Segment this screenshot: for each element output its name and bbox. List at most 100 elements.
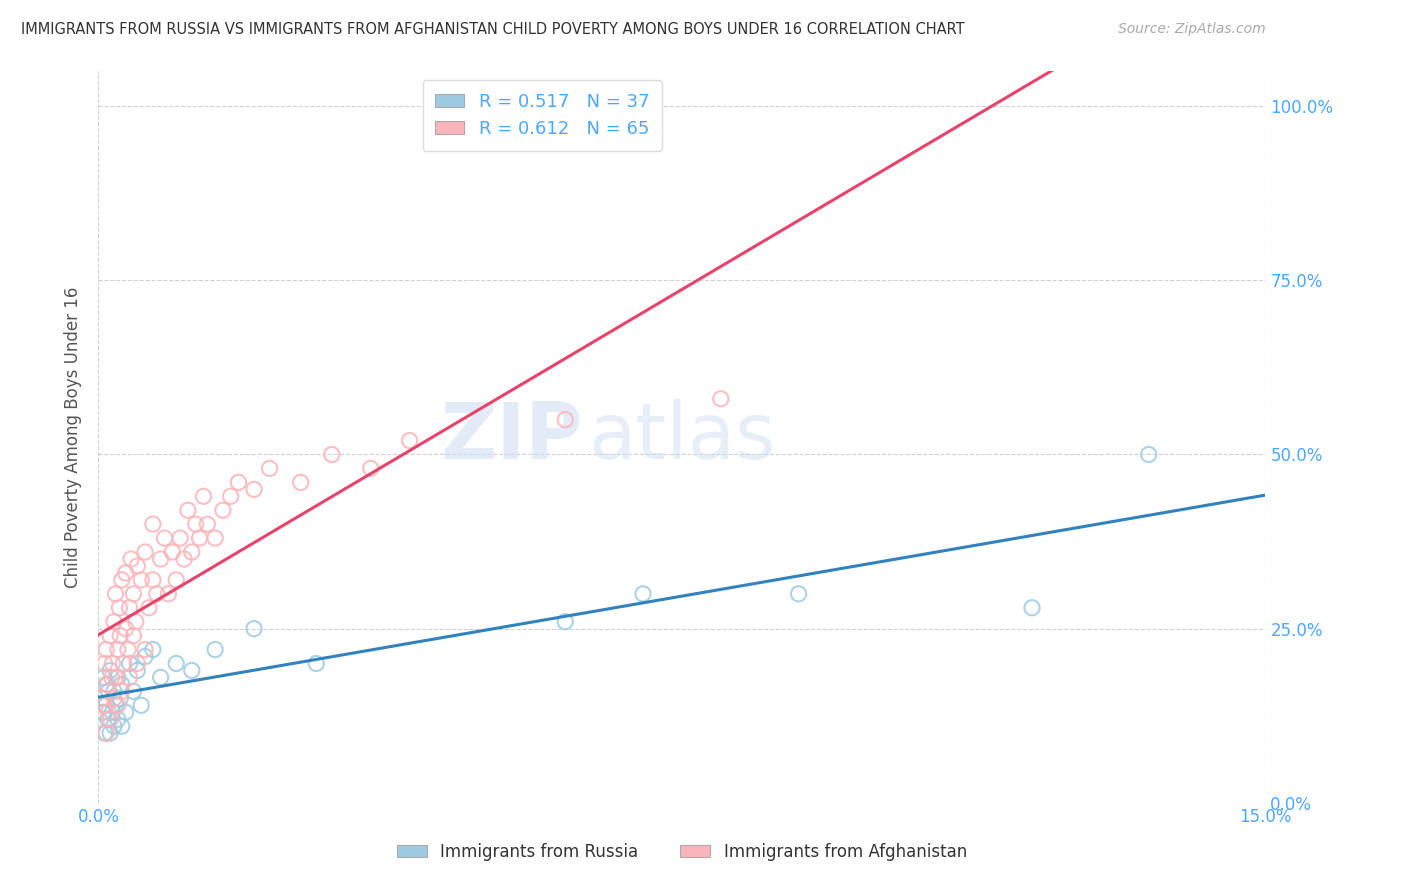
Point — [125, 615, 148, 629]
Point — [108, 600, 131, 615]
Point — [103, 691, 125, 706]
Point — [129, 698, 152, 713]
Point — [554, 412, 576, 426]
Point — [101, 705, 124, 719]
Point — [243, 622, 266, 636]
Point — [114, 622, 136, 636]
Point — [122, 629, 145, 643]
Point — [111, 573, 134, 587]
Point — [118, 600, 141, 615]
Point — [134, 545, 156, 559]
Point — [142, 517, 165, 532]
Point — [98, 664, 121, 678]
Point — [93, 670, 115, 684]
Point — [100, 670, 122, 684]
Point — [165, 573, 187, 587]
Point — [122, 684, 145, 698]
Point — [398, 434, 420, 448]
Point — [117, 642, 139, 657]
Point — [111, 684, 134, 698]
Point — [134, 642, 156, 657]
Point — [103, 719, 125, 733]
Point — [134, 649, 156, 664]
Point — [93, 698, 115, 713]
Point — [631, 587, 654, 601]
Point — [305, 657, 328, 671]
Legend: Immigrants from Russia, Immigrants from Afghanistan: Immigrants from Russia, Immigrants from … — [391, 837, 973, 868]
Point — [101, 657, 124, 671]
Point — [204, 531, 226, 545]
Point — [107, 670, 129, 684]
Text: Source: ZipAtlas.com: Source: ZipAtlas.com — [1118, 22, 1265, 37]
Point — [91, 705, 114, 719]
Text: atlas: atlas — [589, 399, 776, 475]
Point — [177, 503, 200, 517]
Point — [162, 545, 184, 559]
Point — [129, 573, 152, 587]
Point — [212, 503, 235, 517]
Point — [107, 698, 129, 713]
Point — [138, 600, 160, 615]
Point — [98, 726, 121, 740]
Point — [180, 664, 202, 678]
Point — [554, 615, 576, 629]
Point — [204, 642, 226, 657]
Point — [103, 615, 125, 629]
Point — [97, 677, 120, 691]
Point — [97, 684, 120, 698]
Point — [91, 691, 114, 706]
Point — [96, 726, 118, 740]
Point — [97, 705, 120, 719]
Point — [111, 677, 134, 691]
Point — [142, 573, 165, 587]
Y-axis label: Child Poverty Among Boys Under 16: Child Poverty Among Boys Under 16 — [65, 286, 83, 588]
Point — [104, 587, 127, 601]
Point — [146, 587, 169, 601]
Point — [157, 587, 180, 601]
Point — [93, 726, 115, 740]
Point — [184, 517, 207, 532]
Point — [114, 705, 136, 719]
Point — [180, 545, 202, 559]
Point — [120, 552, 142, 566]
Point — [153, 531, 176, 545]
Point — [107, 712, 129, 726]
Point — [98, 712, 121, 726]
Point — [108, 691, 131, 706]
Point — [290, 475, 312, 490]
Point — [118, 670, 141, 684]
Point — [787, 587, 810, 601]
Point — [149, 552, 172, 566]
Point — [193, 489, 215, 503]
Point — [93, 657, 115, 671]
Point — [321, 448, 343, 462]
Point — [228, 475, 250, 490]
Point — [98, 629, 121, 643]
Point — [243, 483, 266, 497]
Point — [173, 552, 195, 566]
Point — [195, 517, 218, 532]
Point — [149, 670, 172, 684]
Point — [104, 670, 127, 684]
Point — [111, 719, 134, 733]
Point — [127, 657, 149, 671]
Point — [107, 642, 129, 657]
Point — [91, 691, 114, 706]
Point — [104, 698, 127, 713]
Point — [103, 684, 125, 698]
Point — [219, 489, 242, 503]
Point — [118, 657, 141, 671]
Point — [96, 642, 118, 657]
Point — [96, 698, 118, 713]
Point — [127, 558, 149, 573]
Point — [188, 531, 211, 545]
Point — [114, 566, 136, 580]
Point — [360, 461, 382, 475]
Point — [112, 657, 135, 671]
Point — [1137, 448, 1160, 462]
Point — [96, 677, 118, 691]
Point — [97, 712, 120, 726]
Point — [710, 392, 733, 406]
Point — [1021, 600, 1043, 615]
Text: IMMIGRANTS FROM RUSSIA VS IMMIGRANTS FROM AFGHANISTAN CHILD POVERTY AMONG BOYS U: IMMIGRANTS FROM RUSSIA VS IMMIGRANTS FRO… — [21, 22, 965, 37]
